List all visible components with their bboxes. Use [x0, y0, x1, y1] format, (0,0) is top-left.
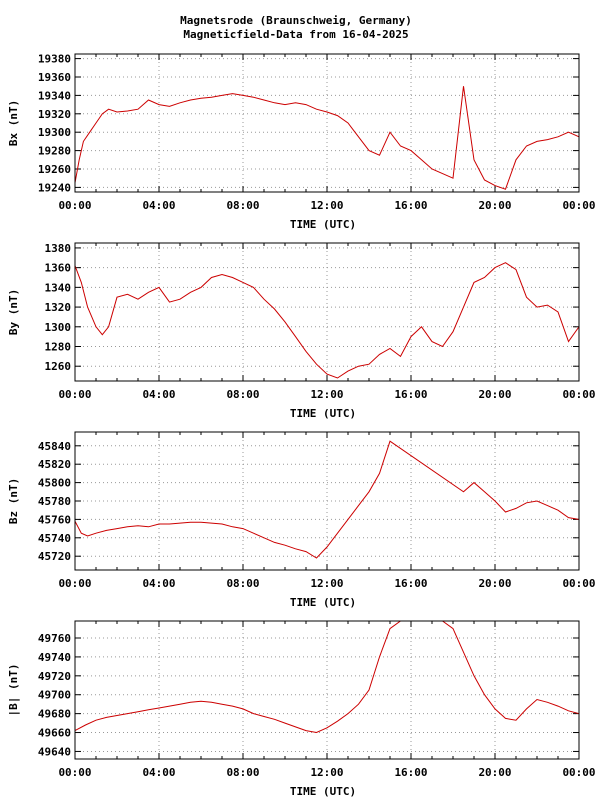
y-axis-label: By (nT)	[7, 289, 20, 335]
y-tick-label: 19360	[38, 71, 71, 84]
x-tick-label: 16:00	[394, 388, 427, 401]
x-tick-label: 16:00	[394, 766, 427, 779]
x-tick-label: 12:00	[310, 199, 343, 212]
x-tick-label: 20:00	[478, 766, 511, 779]
x-tick-label: 00:00	[562, 388, 595, 401]
y-tick-label: 1340	[45, 281, 72, 294]
x-tick-label: 12:00	[310, 577, 343, 590]
y-tick-label: 49680	[38, 708, 71, 721]
x-tick-label: 04:00	[142, 577, 175, 590]
y-axis-label: |B| (nT)	[7, 664, 20, 717]
y-tick-label: 19320	[38, 108, 71, 121]
x-tick-label: 00:00	[58, 766, 91, 779]
plot-frame	[74, 431, 580, 571]
x-tick-label: 16:00	[394, 577, 427, 590]
x-tick-label: 12:00	[310, 766, 343, 779]
figure-title-line1: Magnetsrode (Braunschweig, Germany)	[180, 14, 412, 27]
chart-panel-1: 19240 19260 19280 19300 19320 19340 19360 19380…	[7, 53, 596, 231]
x-tick-label: 04:00	[142, 199, 175, 212]
y-tick-label: 49640	[38, 745, 71, 758]
y-tick-label: 45820	[38, 458, 71, 471]
y-tick-label: 1280	[45, 341, 72, 354]
y-tick-label: 45720	[38, 550, 71, 563]
x-axis-label: TIME (UTC)	[290, 785, 356, 798]
y-tick-label: 45780	[38, 495, 71, 508]
y-tick-label: 49740	[38, 651, 71, 664]
x-tick-label: 00:00	[58, 577, 91, 590]
y-tick-label: 1360	[45, 262, 72, 275]
x-axis-label: TIME (UTC)	[290, 596, 356, 609]
y-tick-label: 1260	[45, 360, 72, 373]
x-tick-label: 08:00	[226, 199, 259, 212]
x-tick-label: 20:00	[478, 199, 511, 212]
y-tick-label: 19260	[38, 163, 71, 176]
x-tick-label: 04:00	[142, 766, 175, 779]
chart-panel-3: 45720 45740 45760 45780 45800 45820 45840 00:00…	[7, 431, 596, 609]
x-tick-label: 12:00	[310, 388, 343, 401]
x-axis-label: TIME (UTC)	[290, 407, 356, 420]
y-tick-label: 1300	[45, 321, 72, 334]
plot-frame	[74, 242, 580, 382]
y-tick-label: 49720	[38, 670, 71, 683]
x-tick-label: 16:00	[394, 199, 427, 212]
x-tick-label: 00:00	[562, 766, 595, 779]
plot-frame	[74, 53, 580, 193]
y-tick-label: 45800	[38, 477, 71, 490]
y-axis-label: Bx (nT)	[7, 100, 20, 146]
data-trace-1	[75, 262, 579, 379]
y-tick-label: 49660	[38, 727, 71, 740]
x-axis-label: TIME (UTC)	[290, 218, 356, 231]
y-tick-label: 19380	[38, 53, 71, 66]
y-tick-label: 49700	[38, 689, 71, 702]
x-tick-label: 00:00	[562, 577, 595, 590]
y-tick-label: 19240	[38, 181, 71, 194]
chart-panels: 19240 19260 19280 19300 19320 19340 19360 19380…	[7, 53, 596, 798]
y-axis-label: Bz (nT)	[7, 478, 20, 524]
x-tick-label: 04:00	[142, 388, 175, 401]
y-tick-label: 19340	[38, 89, 71, 102]
y-tick-label: 45840	[38, 440, 71, 453]
y-tick-label: 1380	[45, 242, 72, 255]
x-tick-label: 20:00	[478, 388, 511, 401]
y-tick-label: 45760	[38, 513, 71, 526]
x-tick-label: 00:00	[58, 199, 91, 212]
y-tick-label: 1320	[45, 301, 72, 314]
y-tick-label: 19280	[38, 145, 71, 158]
y-tick-label: 19300	[38, 126, 71, 139]
x-tick-label: 08:00	[226, 577, 259, 590]
x-tick-label: 20:00	[478, 577, 511, 590]
plot-frame	[74, 620, 580, 760]
x-tick-label: 08:00	[226, 388, 259, 401]
x-tick-label: 00:00	[562, 199, 595, 212]
data-trace-1	[75, 86, 579, 190]
figure-title-line2: Magneticfield-Data from 16-04-2025	[183, 28, 408, 41]
chart-panel-4: 49640 49660 49680 49700 49720 49740 49760 00:00…	[7, 620, 596, 798]
data-trace-1	[75, 621, 579, 734]
y-tick-label: 49760	[38, 632, 71, 645]
chart-panel-2: 1260 1280 1300 1320 1340 1360 1380 00:00 04:00 08…	[7, 242, 596, 420]
x-tick-label: 08:00	[226, 766, 259, 779]
data-trace-1	[75, 440, 579, 559]
y-tick-label: 45740	[38, 532, 71, 545]
x-tick-label: 00:00	[58, 388, 91, 401]
